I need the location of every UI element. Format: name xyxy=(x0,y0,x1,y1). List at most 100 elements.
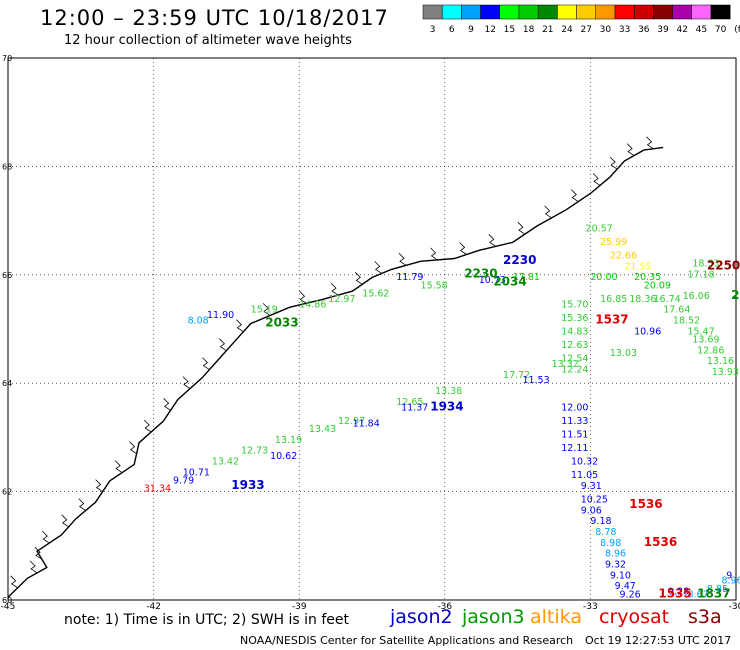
legend-label: 12 xyxy=(484,25,495,35)
wave-height-value: 11.05 xyxy=(571,470,598,481)
legend-swatch xyxy=(633,4,654,20)
wave-height-value: 10.62 xyxy=(270,451,297,462)
wave-height-value: 11.33 xyxy=(561,416,588,427)
fjord-detail xyxy=(646,136,654,150)
wave-height-value: 12.97 xyxy=(328,294,355,305)
legend-swatch xyxy=(710,4,731,20)
satellite-altika-label: altika xyxy=(530,606,582,628)
fjord-detail xyxy=(330,282,339,296)
wave-height-value: 13.16 xyxy=(707,356,734,367)
wave-height-value: 17.72 xyxy=(503,370,530,381)
wave-height-value: 9.47 xyxy=(615,581,636,592)
wave-height-value: 14.86 xyxy=(299,299,326,310)
pass-time-label: 2230 xyxy=(503,253,536,267)
wave-height-value: 22.66 xyxy=(610,251,637,262)
pass-time-label: 2033 xyxy=(265,315,298,329)
fjord-detail xyxy=(114,460,123,473)
fjord-detail xyxy=(592,173,601,186)
wave-height-value: 17.64 xyxy=(663,305,690,316)
wave-height-value: 13.38 xyxy=(435,386,462,397)
legend-unit: (ft) xyxy=(734,25,740,35)
wave-height-value: 9.32 xyxy=(605,559,626,570)
wave-height-value: 8.96 xyxy=(605,549,626,560)
legend-label: 39 xyxy=(657,25,669,35)
wave-height-value: 16.85 xyxy=(600,294,627,305)
coastline-path xyxy=(7,146,664,598)
footer-note: note: 1) Time is in UTC; 2) SWH is in fe… xyxy=(64,612,350,628)
wave-height-tracks: 31.349.7910.7113.4212.7313.1913.4312.971… xyxy=(144,223,740,600)
fjord-detail xyxy=(299,291,307,304)
wave-height-value: 17.18 xyxy=(687,270,714,281)
legend-label: 24 xyxy=(561,25,573,35)
pass-time-label: 1537 xyxy=(595,313,628,327)
wave-height-value: 20.00 xyxy=(590,272,617,283)
legend-label: 3 xyxy=(430,25,436,35)
fjord-detail xyxy=(202,357,210,370)
legend-label: 30 xyxy=(600,25,612,35)
credit-line: NOAA/NESDIS Center for Satellite Applica… xyxy=(240,634,574,647)
wave-height-value: 18.36 xyxy=(629,294,656,305)
wave-height-value: 31.34 xyxy=(144,484,171,495)
wave-height-value: 10.73 xyxy=(479,275,506,286)
legend-swatch xyxy=(614,4,635,20)
wave-height-value: 16.06 xyxy=(683,291,710,302)
wave-height-value: 9.79 xyxy=(173,475,194,486)
wave-height-value: 15.70 xyxy=(561,299,588,310)
lon-tick-label: -42 xyxy=(146,602,161,612)
lon-tick-label: -30 xyxy=(729,602,740,612)
legend-label: 36 xyxy=(638,25,650,35)
legend-label: 45 xyxy=(696,25,707,35)
wave-height-value: 9.18 xyxy=(590,516,611,527)
lon-tick-label: -33 xyxy=(583,602,598,612)
satellite-jason2-label: jason2 xyxy=(390,606,453,628)
wave-height-value: 15.36 xyxy=(561,313,588,324)
fjord-detail xyxy=(78,498,86,511)
satellite-jason3-label: jason3 xyxy=(462,606,525,628)
fjord-detail xyxy=(609,156,618,170)
pass-time-label: 1535 xyxy=(658,586,691,600)
wave-height-value: 18.33 xyxy=(692,259,719,270)
legend-swatch xyxy=(461,4,481,20)
wave-height-value: 12.65 xyxy=(396,397,423,408)
wave-height-value: 13.43 xyxy=(309,424,336,435)
legend-swatch xyxy=(595,4,616,20)
legend-label: 33 xyxy=(619,25,630,35)
legend-swatch xyxy=(499,4,520,20)
fjord-detail xyxy=(517,221,526,235)
legend-label: 15 xyxy=(504,25,515,35)
wave-height-value: 10.32 xyxy=(571,457,598,468)
wave-height-value: 13.19 xyxy=(275,435,302,446)
wave-height-value: 12.00 xyxy=(561,402,588,413)
legend-label: 21 xyxy=(542,25,553,35)
page-subtitle: 12 hour collection of altimeter wave hei… xyxy=(64,33,352,48)
wave-height-value: 16.74 xyxy=(653,294,680,305)
lat-tick-label: 70 xyxy=(2,54,12,63)
wave-height-value: 10.71 xyxy=(183,467,210,478)
pass-time-label: 1934 xyxy=(430,399,463,413)
fjord-detail xyxy=(143,419,152,433)
legend-label: 42 xyxy=(676,25,687,35)
wave-height-value: 15.62 xyxy=(362,288,389,299)
lon-tick-label: -45 xyxy=(1,602,16,612)
fjord-detail xyxy=(459,242,467,255)
fjord-detail xyxy=(571,189,579,202)
fjord-detail xyxy=(626,143,635,156)
legend-swatch xyxy=(557,4,577,20)
satellite-cryosat-label: cryosat xyxy=(599,606,670,628)
wave-height-value: 13.69 xyxy=(692,335,719,346)
legend-swatch xyxy=(518,4,539,20)
wave-height-value: 14.83 xyxy=(561,326,588,337)
wave-height-value: 9.28 xyxy=(668,587,689,598)
lat-lon-grid xyxy=(7,57,737,601)
fjord-detail xyxy=(34,547,43,560)
wave-height-value: 25.99 xyxy=(600,237,627,248)
legend-label: 18 xyxy=(523,25,535,35)
wave-height-value: 12.86 xyxy=(697,345,724,356)
wave-height-value: 10.96 xyxy=(634,326,661,337)
legend-swatch xyxy=(576,4,597,20)
wave-height-value: 12.97 xyxy=(338,416,365,427)
fjord-detail xyxy=(10,575,18,589)
wave-height-value: 8.98 xyxy=(600,538,621,549)
wave-height-value: 9.31 xyxy=(581,481,602,492)
